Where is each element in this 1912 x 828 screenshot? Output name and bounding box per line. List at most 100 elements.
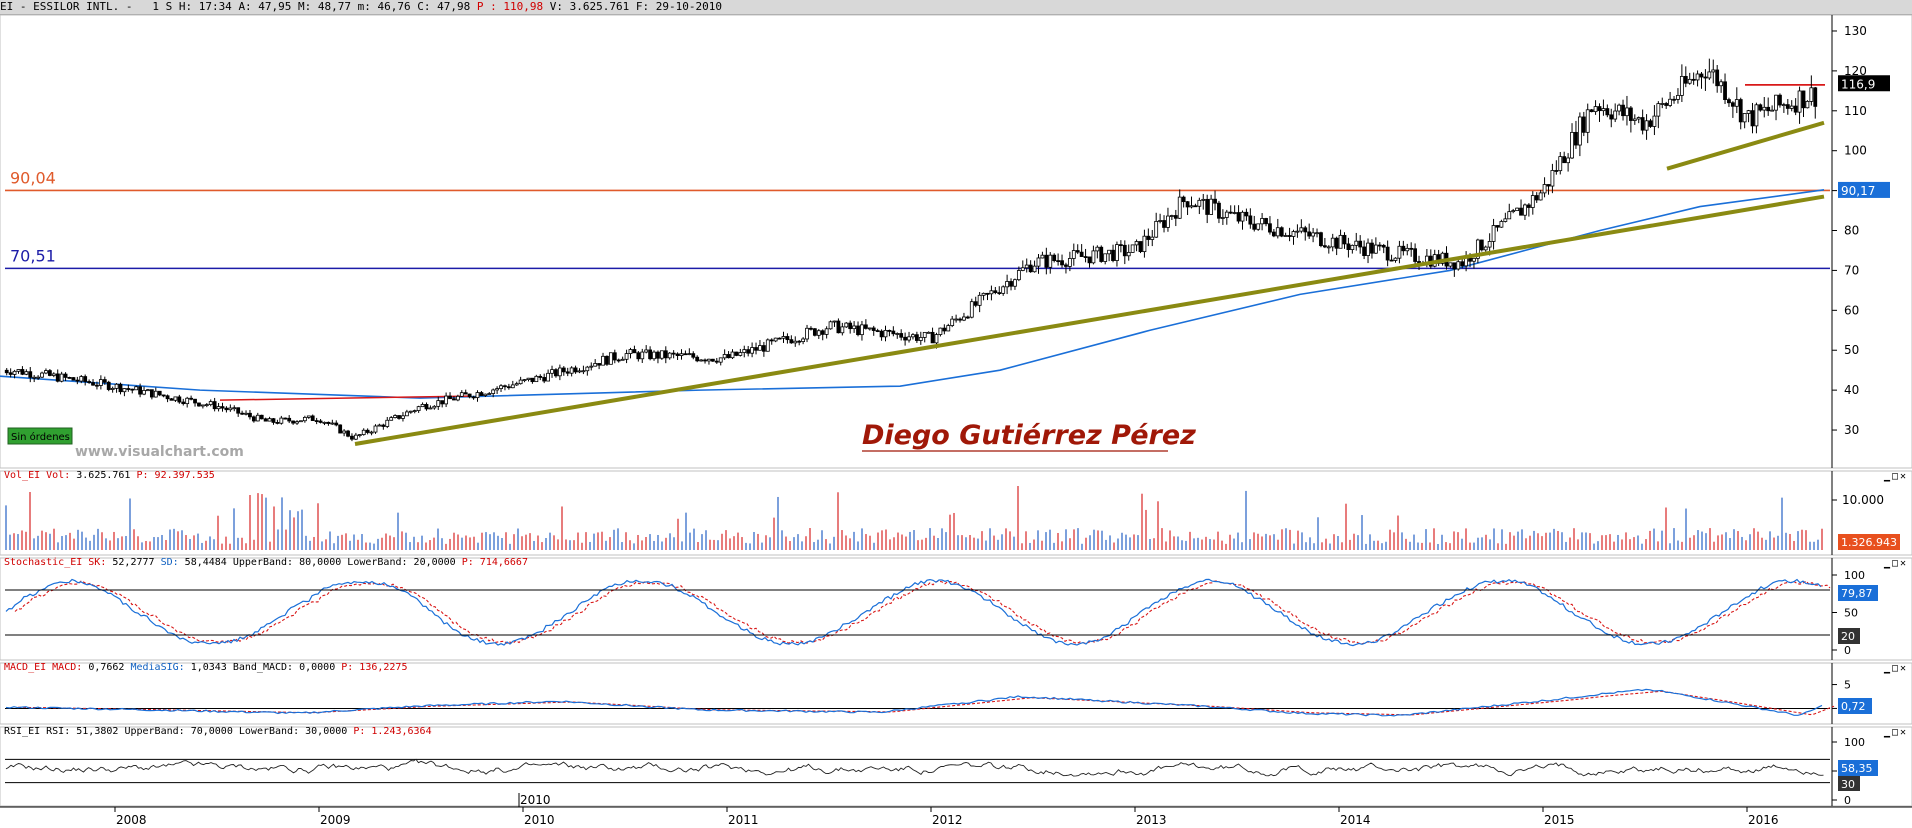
candle-body [1381,244,1386,248]
candle-body [283,417,288,420]
candle-body [879,330,884,338]
candle [793,336,798,347]
candle-body [12,370,17,375]
candle [993,286,998,295]
candle [444,392,449,408]
candle-body [436,400,441,407]
candle-body [177,396,182,403]
rsi-band-tag-box [1838,776,1860,791]
candle [1071,243,1076,266]
candle-body [1452,262,1457,270]
stochastic-window-controls[interactable]: ▁□✕ [1883,558,1908,569]
candle-body [408,410,413,413]
volume-window-controls[interactable]: ▁□✕ [1883,471,1908,482]
candle-body [36,376,41,379]
candle [1813,86,1818,119]
candle-body [954,318,959,321]
candle [1766,97,1771,116]
candle [373,424,378,434]
candle-body [118,383,123,393]
candle [1373,237,1378,254]
y-tick-label: 30 [1844,423,1859,437]
candle-body [930,331,935,344]
candle [483,393,488,398]
candle [565,367,570,377]
candle-body [59,373,64,382]
candle-body [259,414,264,420]
candle [1252,215,1257,232]
candle-body [699,359,704,362]
candle [769,338,774,345]
x-tick-label: 2009 [320,813,351,827]
candle-body [569,367,574,374]
candle [801,337,806,345]
candle-body [1354,240,1359,246]
candle-body [1625,107,1629,117]
candle [118,382,123,395]
candle [965,315,970,319]
candle [436,396,441,410]
candle [1719,79,1724,93]
candle [91,379,95,386]
candle [381,423,386,430]
candle [220,402,225,412]
candle [240,410,245,416]
candle-body [1621,104,1625,117]
candle [1793,98,1798,116]
candle-body [1209,198,1214,215]
candle-body [130,388,135,391]
x-tick-label: 2012 [932,813,963,827]
candle-body [149,389,154,398]
candle [330,419,335,425]
candle [612,349,617,364]
candle-body [1244,211,1249,217]
candle [514,381,519,386]
macd-tag-box [1838,698,1872,714]
candle [1676,88,1680,104]
candle [1228,205,1233,215]
candle [487,392,492,395]
candle [385,416,390,429]
volume-bars [5,486,1823,550]
rsi-window-controls[interactable]: ▁□✕ [1883,727,1908,738]
candle-body [1789,105,1794,109]
candle [1260,213,1265,231]
candle [812,327,817,337]
candle-body [397,415,401,419]
candle-body [824,328,829,335]
macd-window-controls[interactable]: ▁□✕ [1883,663,1908,674]
candle [506,383,511,390]
candle-body [1248,215,1253,225]
candle-body [1091,250,1096,264]
candle [350,433,354,442]
candle-body [1028,264,1033,273]
candle-body [546,372,551,382]
candle [1158,213,1163,224]
candle-body [1801,90,1806,109]
candle-body [620,358,625,361]
candle [338,424,343,434]
candle [126,384,131,392]
candle [1385,240,1390,267]
candle [1162,215,1166,233]
panel-frame [0,662,1912,725]
candle-body [1448,262,1453,267]
candle-body [1260,218,1265,225]
candle [1695,70,1700,87]
candle [1554,160,1559,175]
candle [765,338,770,352]
rsi-header: RSI_EI RSI: 51,3802 UpperBand: 70,0000 L… [4,726,432,737]
candle-body [997,292,1002,295]
candle [1703,69,1708,91]
candle [1291,229,1296,245]
candle [495,386,500,394]
candle-body [530,377,535,383]
candle [412,409,417,414]
candle [1224,209,1229,225]
rsi-tick-label: 0 [1844,794,1851,807]
candle-body [412,410,417,412]
candle [809,326,813,331]
candle [197,402,201,407]
candle [1173,209,1178,227]
